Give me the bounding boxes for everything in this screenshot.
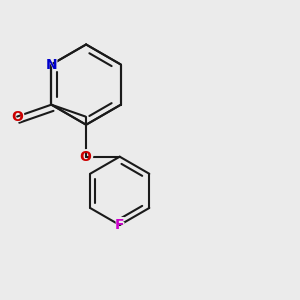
Text: N: N: [44, 56, 59, 74]
Text: F: F: [114, 216, 126, 234]
Text: O: O: [10, 108, 25, 126]
Text: F: F: [115, 218, 124, 232]
Text: O: O: [80, 150, 92, 164]
Text: O: O: [78, 148, 93, 166]
Text: O: O: [11, 110, 23, 124]
Text: N: N: [46, 58, 57, 71]
